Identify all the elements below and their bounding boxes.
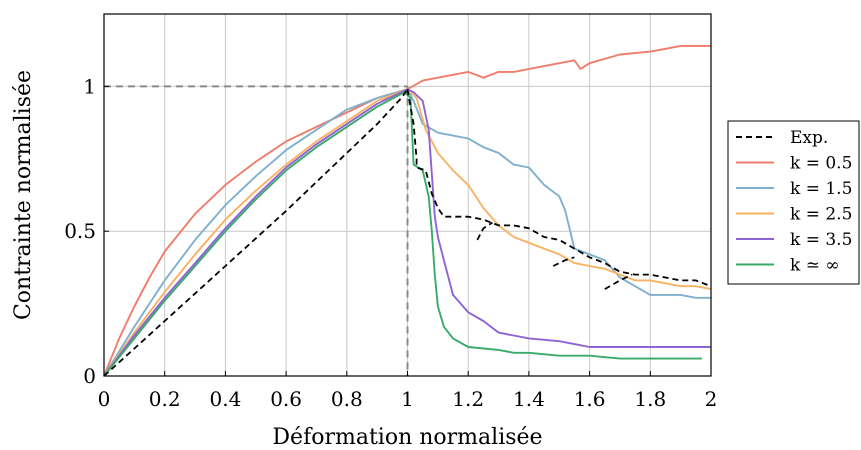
- x-tick-label: 0.2: [149, 387, 181, 411]
- y-tick-label: 0.5: [64, 219, 96, 243]
- x-tick-label: 1: [401, 387, 414, 411]
- tick-labels: 0 0.2 0.4 0.6 0.8 1 1.2 1.4 1.6 1.8 2 0 0.5 1: [64, 74, 717, 411]
- series-line-exp_: [406, 89, 712, 288]
- reference-lines: [104, 85, 409, 376]
- series-line-exp_: [604, 273, 633, 290]
- y-tick-label: 1: [83, 74, 96, 98]
- series-line-k-1_5: [103, 88, 711, 377]
- y-axis-label: Contrainte normalisée: [11, 70, 36, 320]
- x-tick-label: 1.4: [513, 387, 545, 411]
- x-tick-label: 0.4: [209, 387, 241, 411]
- y-tick-label: 0: [83, 364, 96, 388]
- series-line-k-3_5: [103, 88, 711, 377]
- x-tick-label: 0.6: [270, 387, 302, 411]
- legend: Exp. k = 0.5 k = 1.5 k = 2.5 k = 3.5 k ≃ ∞: [727, 120, 860, 285]
- series-line-exp_: [552, 256, 575, 267]
- series-line-exp_: [476, 221, 493, 241]
- series-line-k-2_5: [103, 88, 712, 377]
- legend-label: k = 2.5: [790, 205, 852, 225]
- legend-label: k = 3.5: [790, 230, 852, 250]
- x-tick-label: 1.2: [452, 387, 484, 411]
- x-axis-label: Déformation normalisée: [272, 425, 542, 450]
- x-tick-label: 2: [705, 387, 718, 411]
- legend-box: [727, 120, 860, 285]
- series-group: [103, 44, 712, 377]
- legend-label: Exp.: [790, 128, 828, 148]
- legend-label: k = 1.5: [790, 179, 852, 199]
- legend-label: k = 0.5: [790, 154, 852, 174]
- x-tick-label: 0: [98, 387, 111, 411]
- x-tick-label: 1.8: [634, 387, 666, 411]
- series-line-k-0_5: [103, 44, 711, 377]
- x-tick-label: 1.6: [574, 387, 606, 411]
- series-line-exp_: [103, 88, 409, 377]
- series-line-k-: [103, 91, 702, 377]
- legend-label: k ≃ ∞: [790, 256, 840, 276]
- x-tick-label: 0.8: [331, 387, 363, 411]
